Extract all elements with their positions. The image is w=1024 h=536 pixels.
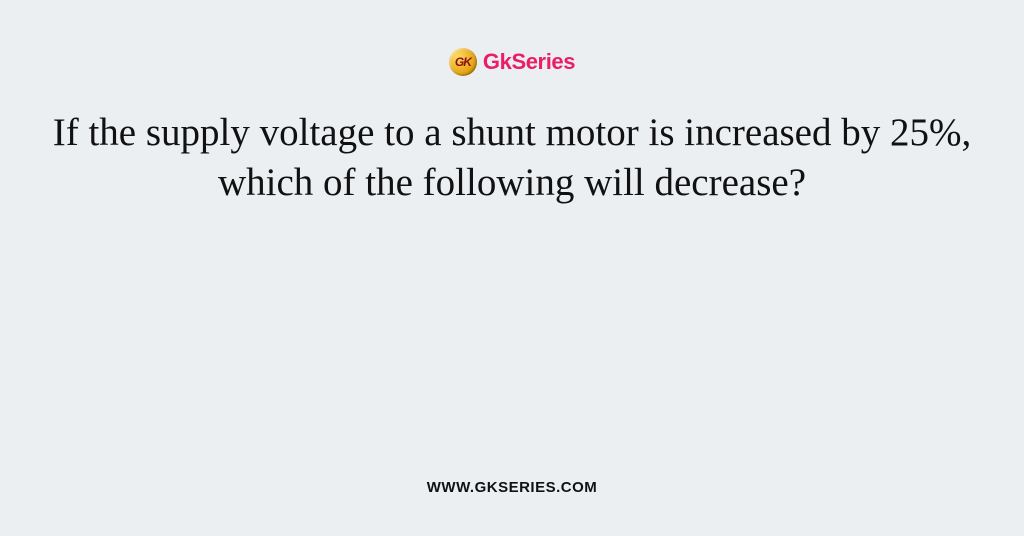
page-container: GK GkSeries If the supply voltage to a s… xyxy=(0,0,1024,536)
question-text: If the supply voltage to a shunt motor i… xyxy=(52,108,972,208)
footer-url: WWW.GKSERIES.COM xyxy=(0,479,1024,496)
brand-logo: GK GkSeries xyxy=(449,48,575,76)
brand-name: GkSeries xyxy=(483,49,575,75)
logo-badge-icon: GK xyxy=(449,48,477,76)
